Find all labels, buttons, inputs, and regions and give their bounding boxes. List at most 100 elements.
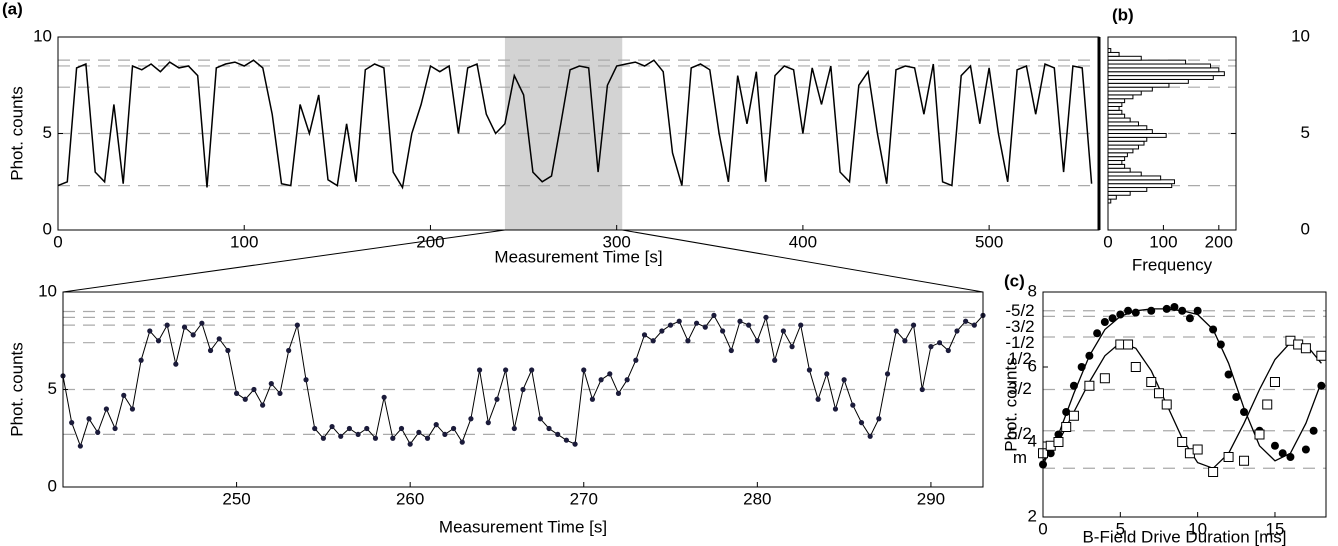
histogram-bar xyxy=(1107,59,1187,65)
data-point xyxy=(1108,314,1117,323)
histogram-bar xyxy=(1107,167,1131,173)
y-tick-label: 10 xyxy=(33,26,52,45)
data-point xyxy=(1208,467,1219,477)
data-point xyxy=(937,340,943,346)
histogram-bar xyxy=(1107,117,1131,123)
y-tick-label: 4 xyxy=(1028,431,1037,450)
x-tick-label: 15 xyxy=(1266,519,1285,538)
data-point xyxy=(1099,373,1110,384)
data-point xyxy=(1286,453,1295,461)
histogram-bar xyxy=(1107,183,1173,189)
data-point xyxy=(477,367,483,373)
data-point xyxy=(1178,306,1187,315)
panel-label: (b) xyxy=(1112,5,1134,24)
data-point xyxy=(589,396,596,402)
data-point xyxy=(667,322,674,328)
histogram-bar xyxy=(1107,125,1148,131)
data-point xyxy=(1309,426,1318,435)
data-point xyxy=(711,312,717,318)
x-tick-label: 500 xyxy=(975,232,1003,251)
data-point xyxy=(1084,380,1095,391)
data-point xyxy=(338,433,344,439)
histogram-bar xyxy=(1107,163,1126,169)
data-point xyxy=(424,435,431,441)
data-point xyxy=(1185,314,1194,323)
data-point xyxy=(164,322,170,328)
data-point xyxy=(563,437,569,443)
data-point xyxy=(780,328,786,334)
data-point xyxy=(910,322,917,328)
data-point xyxy=(312,425,318,432)
data-point xyxy=(954,328,960,334)
histogram-bar xyxy=(1107,148,1134,154)
y-tick-label: 5 xyxy=(43,123,52,142)
histogram-bar xyxy=(1107,63,1212,69)
x-tick-label: 200 xyxy=(416,232,444,251)
data-point xyxy=(1316,350,1327,361)
data-point xyxy=(858,420,865,426)
x-tick-label: 0 xyxy=(1038,519,1047,538)
y-tick-label: 6 xyxy=(1028,356,1037,375)
data-point xyxy=(971,322,977,328)
x-tick-label: 100 xyxy=(1149,232,1177,251)
data-point xyxy=(225,347,231,354)
histogram-bar xyxy=(1107,175,1162,181)
data-point xyxy=(173,361,179,367)
y-tick-label: 10 xyxy=(38,281,57,300)
x-tick-label: 270 xyxy=(570,489,598,508)
data-point xyxy=(485,420,491,426)
data-point xyxy=(1269,377,1280,387)
x-axis-title: Measurement Time [s] xyxy=(494,247,662,266)
data-point xyxy=(1240,408,1249,416)
data-point xyxy=(1317,381,1326,390)
data-point xyxy=(329,423,335,430)
data-point xyxy=(1062,408,1071,416)
data-point xyxy=(286,347,292,354)
histogram-bar xyxy=(1107,55,1142,61)
data-point xyxy=(95,429,101,435)
histogram-bar xyxy=(1107,140,1145,146)
data-point xyxy=(850,402,856,408)
x-tick-label: 200 xyxy=(1205,232,1233,251)
y-axis-title: Phot. counts xyxy=(7,342,26,437)
data-point xyxy=(1153,388,1164,399)
zoom-connector xyxy=(62,229,506,293)
data-point xyxy=(772,357,778,363)
data-point xyxy=(633,357,639,363)
level-label: 1/2 xyxy=(1008,349,1032,368)
data-point xyxy=(390,435,396,441)
x-tick-label: 10 xyxy=(1188,519,1207,538)
data-point xyxy=(199,320,205,326)
x-tick-label: 0 xyxy=(53,232,62,251)
histogram-bar xyxy=(1107,187,1148,192)
data-point xyxy=(824,371,830,377)
data-point xyxy=(1270,441,1279,450)
histogram-bar xyxy=(1107,67,1220,73)
x-tick-label: 290 xyxy=(917,489,945,508)
plot-frame xyxy=(1107,36,1237,231)
data-point xyxy=(320,435,326,441)
level-label: -3/2 xyxy=(1005,317,1034,336)
y-tick-label: 10 xyxy=(1291,26,1310,45)
data-point xyxy=(945,347,951,354)
data-point xyxy=(1116,310,1125,319)
histogram-bar xyxy=(1107,71,1225,77)
level-label: -1/2 xyxy=(1005,333,1034,352)
data-point xyxy=(685,338,691,344)
data-point xyxy=(1224,370,1233,379)
data-point xyxy=(867,433,873,439)
histogram-bar xyxy=(1107,121,1139,127)
data-point xyxy=(546,425,552,432)
data-point xyxy=(1162,304,1171,313)
histogram-bar xyxy=(1107,156,1126,162)
data-point xyxy=(754,338,760,344)
data-point xyxy=(720,328,726,334)
histogram-bar xyxy=(1107,75,1214,80)
right-axis-title: m xyxy=(1013,448,1027,467)
histogram-bar xyxy=(1107,171,1142,177)
histogram-bar xyxy=(1107,86,1153,92)
data-point xyxy=(659,328,665,334)
data-point xyxy=(529,367,535,373)
data-point xyxy=(260,402,266,408)
